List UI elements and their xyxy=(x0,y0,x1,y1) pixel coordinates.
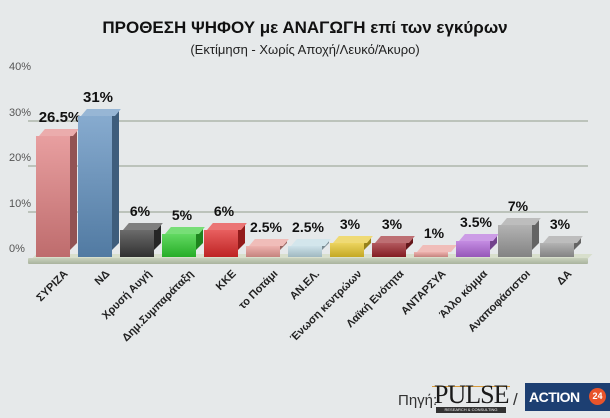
bar-value-label: 6% xyxy=(129,202,151,219)
bar-value-label: 2.5% xyxy=(292,218,324,235)
chart-subtitle: (Εκτίμηση - Χωρίς Αποχή/Λευκό/Άκυρο) xyxy=(190,42,420,57)
pulse-logo-line xyxy=(432,386,510,387)
bar-side xyxy=(70,129,77,250)
pulse-logo-subtitle: RESEARCH & CONSULTING xyxy=(436,407,506,413)
y-tick-label: 0% xyxy=(9,243,25,255)
bar xyxy=(78,108,121,257)
bar-front xyxy=(120,229,154,257)
pulse-logo: PULSE RESEARCH & CONSULTING xyxy=(432,376,510,414)
bar-value-label: 3% xyxy=(549,216,571,233)
bar-top xyxy=(249,238,289,246)
x-tick-label: ΣΥΡΙΖΑ xyxy=(34,268,71,305)
x-tick-label: ΔΑ xyxy=(554,268,575,288)
bar-value-label: 3% xyxy=(339,216,361,233)
y-tick-label: 30% xyxy=(9,106,32,119)
bar xyxy=(120,222,163,257)
x-tick-label: ΝΔ xyxy=(92,268,113,288)
bar-side xyxy=(406,236,413,250)
bar xyxy=(288,238,331,257)
gridline xyxy=(28,165,588,167)
bar-front xyxy=(204,229,238,257)
x-tick-label: το Ποτάμι xyxy=(236,268,281,312)
bar-front xyxy=(456,241,490,257)
bar-front xyxy=(540,243,574,257)
bar xyxy=(372,236,415,257)
bar xyxy=(414,245,457,257)
action24-logo: ACTION 24 xyxy=(525,383,610,411)
bar-value-label: 3% xyxy=(381,216,403,233)
chart-floor xyxy=(28,258,588,264)
bar xyxy=(204,222,247,257)
bar-value-label: 7% xyxy=(507,198,529,215)
bar-front xyxy=(162,234,196,257)
bar-front xyxy=(498,225,532,257)
bar-top xyxy=(333,236,373,244)
bar-side xyxy=(532,218,539,250)
bar-value-label: 31% xyxy=(82,88,114,106)
source-label: Πηγή: xyxy=(398,392,438,409)
bar-top xyxy=(165,227,205,235)
gridline xyxy=(28,119,588,122)
bar-value-label: 2.5% xyxy=(250,218,282,235)
bar-side xyxy=(196,227,203,250)
bar-top xyxy=(543,236,583,244)
y-tick-label: 40% xyxy=(9,61,32,73)
y-tick-label: 20% xyxy=(9,152,32,164)
bar xyxy=(246,238,289,257)
bar-value-label: 5% xyxy=(171,207,193,224)
bar-value-label: 26.5% xyxy=(38,109,82,127)
bar-side xyxy=(574,236,581,250)
x-tick-label: Ένωση κεντρώων xyxy=(288,268,365,345)
bar xyxy=(36,129,79,257)
gridline xyxy=(28,210,588,213)
bar-front xyxy=(414,252,448,257)
action24-logo-text: ACTION xyxy=(529,389,580,405)
bar-front xyxy=(330,243,364,257)
action24-logo-badge: 24 xyxy=(589,388,606,405)
chart-title: ΠΡΟΘΕΣΗ ΨΗΦΟΥ με ΑΝΑΓΩΓΗ επί των εγκύρων xyxy=(102,18,508,37)
bar xyxy=(456,234,499,257)
bar-top xyxy=(123,222,163,230)
bar-top xyxy=(459,234,499,242)
bar-side xyxy=(112,109,119,250)
bar-front xyxy=(288,245,322,257)
bar xyxy=(540,236,583,257)
bar xyxy=(498,218,541,257)
x-tick-label: Δημ.Συμπαράταξη xyxy=(120,268,197,345)
bar-front xyxy=(246,245,280,257)
pulse-logo-text: PULSE xyxy=(434,380,509,409)
x-tick-label: ΚΚΕ xyxy=(213,268,239,293)
bar-side xyxy=(238,223,245,250)
bar-top xyxy=(39,129,79,137)
bar-value-label: 3.5% xyxy=(460,214,492,231)
bar-value-label: 6% xyxy=(213,202,235,219)
bar-side xyxy=(154,223,161,250)
bar-top xyxy=(81,108,121,116)
bar-top xyxy=(291,238,331,246)
logo-separator: / xyxy=(513,390,518,409)
bar-front xyxy=(78,115,112,257)
bar-top xyxy=(417,245,457,253)
bar xyxy=(330,236,373,257)
bar-value-label: 1% xyxy=(423,225,445,242)
bar-front xyxy=(36,136,70,257)
x-tick-label: ΑΝ.ΕΛ. xyxy=(288,268,323,303)
bar-side xyxy=(490,234,497,250)
bar-front xyxy=(372,243,406,257)
bar xyxy=(162,227,205,257)
bar-side xyxy=(364,236,371,250)
y-tick-label: 10% xyxy=(9,197,32,210)
